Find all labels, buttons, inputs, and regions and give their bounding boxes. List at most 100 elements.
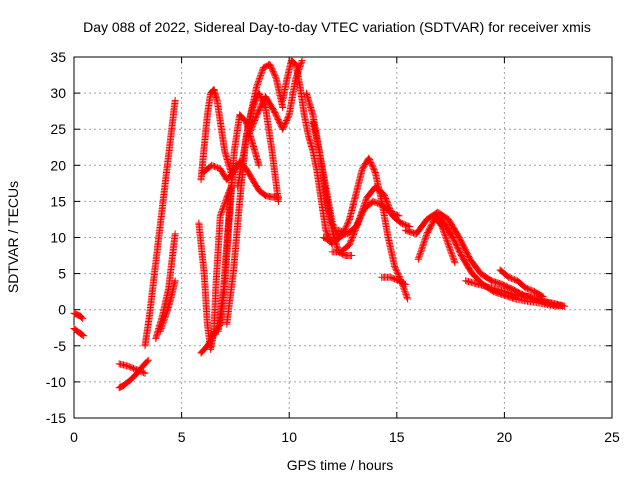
data-marker-run (343, 224, 359, 238)
data-marker-run (315, 147, 329, 189)
data-marker (141, 369, 149, 377)
data-marker-run (141, 314, 153, 350)
data-marker-run (337, 242, 352, 256)
series-pass-08 (195, 183, 235, 353)
data-marker-run (466, 255, 484, 276)
data-marker-run (262, 104, 276, 153)
data-marker (79, 314, 87, 322)
data-marker-run (468, 270, 486, 287)
data-marker-run (139, 357, 151, 370)
data-marker-run (302, 89, 316, 117)
data-marker (451, 259, 459, 267)
data-marker-run (156, 311, 170, 335)
data-marker (401, 280, 409, 288)
y-tick-label: -10 (46, 374, 66, 390)
data-marker-run (163, 296, 174, 317)
data-marker-run (223, 271, 237, 328)
data-marker-run (158, 286, 172, 321)
series-pass-03 (115, 356, 152, 392)
data-marker-run (395, 277, 408, 288)
data-marker-run (216, 118, 228, 153)
data-marker-run (292, 60, 304, 88)
data-marker-run (371, 183, 387, 197)
data-marker (404, 295, 412, 303)
data-marker-run (305, 132, 316, 153)
data-marker-run (249, 176, 262, 193)
data-marker-run (73, 311, 83, 320)
data-marker-run (531, 288, 546, 300)
data-marker-run (313, 169, 325, 204)
data-marker-run (285, 76, 299, 119)
y-tick-label: -5 (54, 338, 67, 354)
data-marker-run (397, 219, 412, 230)
data-marker-run (208, 161, 223, 172)
y-axis-label: SDTVAR / TECUs (5, 181, 21, 293)
y-tick-label: 25 (50, 121, 66, 137)
data-marker-run (73, 327, 83, 337)
data-marker-run (352, 166, 366, 198)
data-marker-run (244, 112, 260, 140)
axis-ticks: -15 -10 -5 0 5 10 15 20 25 30 35 0 5 10 15 20 25 (46, 49, 620, 445)
data-marker-run (230, 112, 243, 155)
data-marker-run (287, 57, 299, 67)
data-marker-run (167, 278, 179, 303)
data-marker-run (197, 343, 210, 357)
data-marker-run (236, 111, 249, 125)
data-marker (274, 197, 282, 205)
data-marker-run (150, 242, 162, 285)
data-marker-run (414, 231, 430, 263)
data-marker-run (145, 278, 157, 321)
data-marker-run (283, 58, 295, 83)
data-marker-run (115, 382, 126, 392)
data-marker-run (455, 234, 473, 262)
data-marker (348, 252, 356, 260)
data-marker-run (163, 134, 175, 176)
y-tick-label: 10 (50, 230, 66, 246)
series-pass-20 (328, 183, 414, 256)
data-marker-run (70, 325, 80, 334)
y-tick-label: 15 (50, 193, 66, 209)
data-marker-run (242, 165, 256, 182)
series-pass-01 (70, 309, 87, 322)
data-marker (144, 356, 152, 364)
data-marker (279, 104, 287, 112)
y-tick-label: 20 (50, 157, 66, 173)
data-marker-run (320, 234, 333, 244)
data-marker-run (268, 147, 282, 204)
data-marker-run (279, 76, 291, 104)
data-marker (171, 277, 179, 285)
data-marker-run (77, 330, 87, 339)
series-pass-21 (335, 197, 403, 238)
data-marker-run (126, 371, 139, 384)
data-marker-run (234, 148, 248, 191)
data-marker-run (318, 197, 330, 233)
data-marker-run (496, 266, 512, 280)
data-marker (395, 212, 403, 220)
data-marker-run (77, 312, 85, 321)
data-marker (298, 57, 306, 65)
data-marker-run (386, 273, 401, 284)
x-axis-label: GPS time / hours (287, 457, 394, 473)
axis-labels: Day 088 of 2022, Sidereal Day-to-day VTE… (5, 19, 591, 473)
data-marker-run (440, 219, 456, 240)
data-marker (171, 96, 179, 104)
x-tick-label: 5 (178, 429, 186, 445)
data-marker-run (154, 206, 166, 249)
series-pass-05 (141, 96, 179, 350)
data-marker-run (384, 234, 398, 269)
data-marker-run (203, 332, 217, 350)
data-marker-run (247, 83, 261, 119)
data-marker-run (477, 270, 494, 284)
data-marker (80, 332, 88, 340)
data-marker-run (412, 217, 430, 238)
data-marker-run (322, 183, 336, 225)
y-tick-label: 30 (50, 85, 66, 101)
data-marker-run (213, 96, 224, 124)
data-marker-run (201, 112, 211, 140)
data-marker-run (432, 212, 447, 226)
x-tick-label: 15 (389, 429, 405, 445)
data-marker-run (369, 197, 384, 208)
data-marker (561, 302, 569, 310)
data-marker-run (505, 273, 520, 284)
